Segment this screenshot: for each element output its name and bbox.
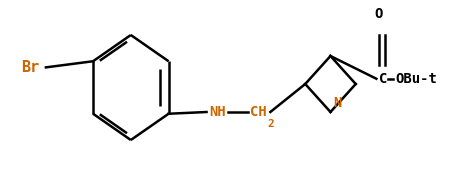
Text: N: N [333,96,341,110]
Text: C: C [379,72,387,86]
Text: NH: NH [209,105,225,119]
Text: OBu-t: OBu-t [396,72,437,86]
Text: Br: Br [21,60,39,75]
Text: CH: CH [250,105,267,119]
Text: O: O [375,7,383,21]
Text: 2: 2 [268,119,274,129]
